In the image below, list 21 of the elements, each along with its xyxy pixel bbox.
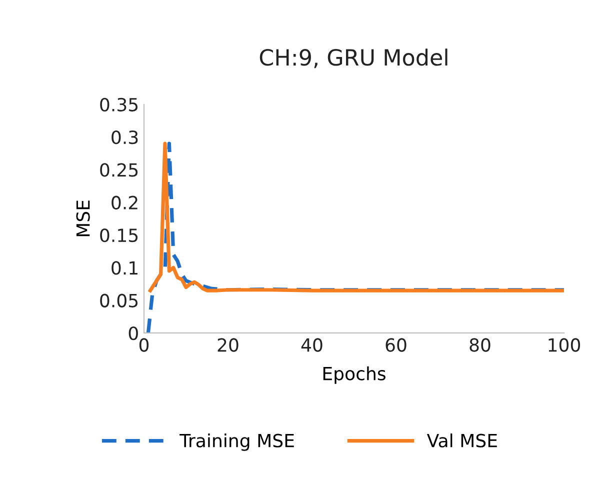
legend-label: Val MSE: [426, 433, 497, 448]
x-tick-label: 80: [470, 338, 490, 352]
x-tick-label: 100: [548, 338, 580, 352]
chart-title: CH:9, GRU Model: [260, 48, 448, 68]
x-tick-label: 40: [301, 338, 322, 352]
y-tick-label: 0.3: [112, 130, 138, 144]
line-series: [148, 142, 564, 292]
x-tick-label: 60: [386, 338, 406, 352]
y-tick-label: 0.05: [100, 294, 138, 308]
y-tick-label: 0.25: [100, 163, 138, 177]
x-tick-label: 0: [139, 338, 149, 352]
y-tick-label: 0.35: [100, 98, 138, 112]
y-axis-title: MSE: [76, 200, 90, 236]
line-series: [146, 142, 564, 333]
y-tick-label: 0.2: [112, 196, 138, 210]
x-axis-title: Epochs: [323, 366, 386, 384]
y-tick-label: 0.15: [100, 228, 138, 242]
x-tick-label: 20: [218, 338, 238, 352]
legend-label: Training MSE: [180, 433, 294, 451]
y-tick-label: 0.1: [112, 261, 138, 275]
y-tick-label: 0: [128, 326, 138, 340]
